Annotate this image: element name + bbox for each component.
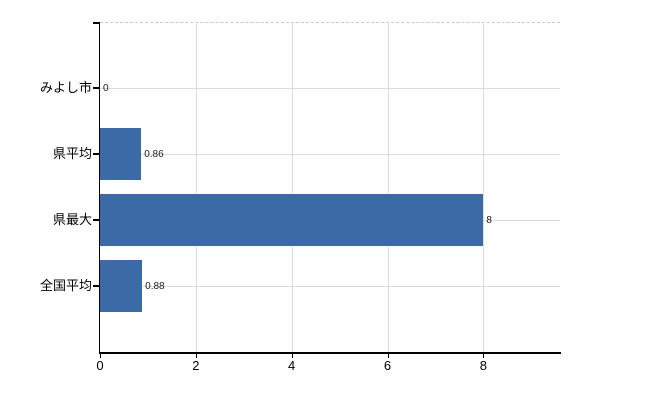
value-label: 0.88 — [145, 280, 165, 292]
x-tick-label: 0 — [96, 358, 104, 373]
value-label: 8 — [486, 214, 492, 226]
x-tick-label: 4 — [288, 358, 296, 373]
x-tick — [483, 353, 485, 358]
bar — [100, 194, 484, 246]
x-tick-label: 8 — [479, 358, 487, 373]
v-gridline — [195, 22, 197, 352]
value-label: 0 — [103, 82, 109, 94]
x-axis — [98, 352, 561, 354]
v-gridline — [483, 22, 485, 352]
v-gridline — [291, 22, 293, 352]
bar — [100, 260, 143, 312]
x-tick — [387, 353, 389, 358]
y-axis-top-tick — [93, 22, 99, 24]
value-label: 0.86 — [144, 148, 164, 160]
x-tick — [291, 353, 293, 358]
x-tick — [100, 353, 101, 358]
y-tick — [93, 285, 99, 287]
h-gridline — [100, 285, 560, 287]
plot-top-border — [100, 22, 560, 23]
v-gridline — [387, 22, 389, 352]
x-tick-label: 6 — [383, 358, 392, 373]
y-axis — [98, 22, 100, 353]
x-tick-label: 2 — [192, 358, 200, 373]
category-label: 全国平均 — [39, 278, 92, 293]
h-gridline — [100, 87, 560, 89]
category-label: みよし市 — [39, 80, 92, 95]
plot-area: 0 0.86 8 0.88 — [98, 22, 561, 354]
category-label: 県最大 — [52, 212, 92, 227]
y-tick — [93, 153, 99, 155]
category-label: 県平均 — [52, 146, 92, 161]
y-tick — [93, 219, 99, 221]
h-gridline — [100, 153, 560, 155]
x-tick — [195, 353, 197, 358]
bar — [100, 128, 142, 180]
y-tick — [93, 87, 99, 89]
